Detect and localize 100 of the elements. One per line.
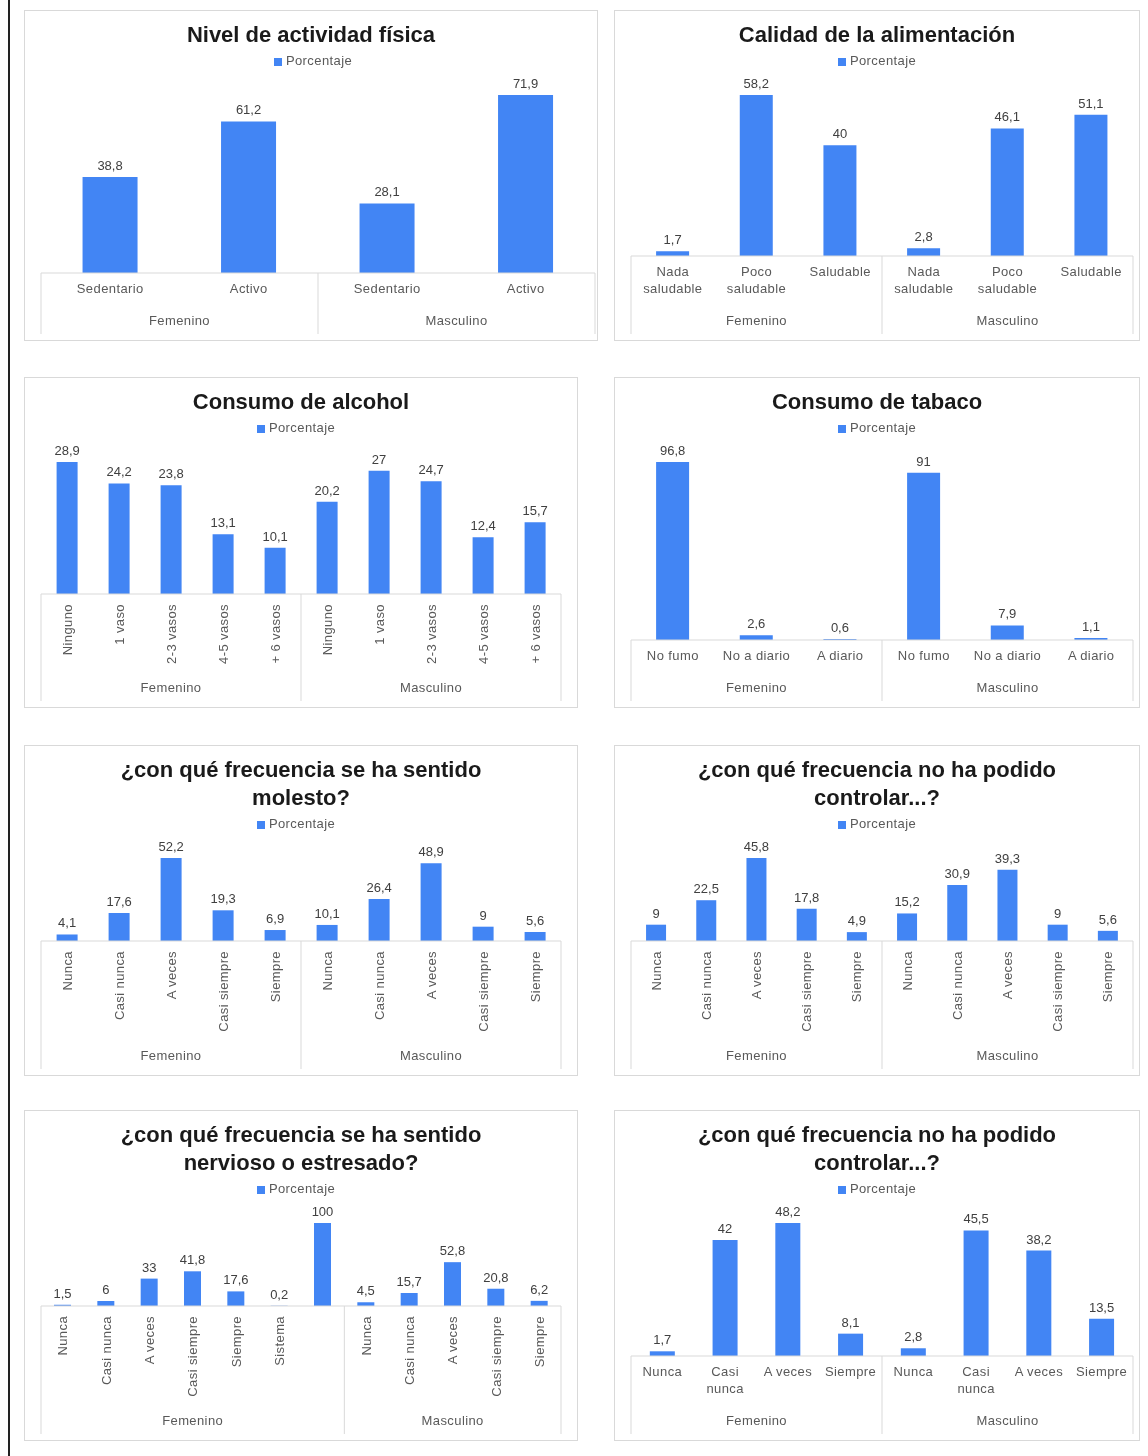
data-label: 61,2 <box>235 102 262 118</box>
data-label: 40 <box>832 126 848 142</box>
data-label: 9 <box>479 907 487 923</box>
x-tick-label: Siempre <box>267 951 283 1003</box>
data-label: 10,1 <box>262 528 288 544</box>
data-label: 45,8 <box>743 839 770 854</box>
text: Femenino <box>725 313 788 328</box>
data-label: 52,2 <box>158 839 184 854</box>
legend-label: Porcentaje <box>849 420 917 435</box>
x-tick-label: Nunca <box>319 950 335 991</box>
data-label: 13,1 <box>210 515 236 531</box>
x-tick-label: No fumo <box>897 647 950 663</box>
data-label: 2,6 <box>747 616 766 632</box>
data-label: 15,7 <box>522 503 548 519</box>
x-tick-label: Casi nunca <box>949 950 965 1021</box>
x-tick-label: Poco saludable <box>977 263 1038 296</box>
x-tick-label: Siempre <box>527 951 543 1003</box>
text: Masculino <box>399 680 463 695</box>
x-tick-label: 1 vaso <box>111 604 127 645</box>
data-label: 38,2 <box>1026 1231 1052 1247</box>
legend-label: Porcentaje <box>268 420 336 435</box>
data-label: 4,1 <box>58 915 77 931</box>
x-tick-label: No a diario <box>722 647 791 663</box>
data-label: 52,8 <box>439 1243 466 1259</box>
data-label: 1,1 <box>1081 618 1100 634</box>
data-label: 58,2 <box>743 76 769 91</box>
x-tick-label: Poco saludable <box>726 263 787 296</box>
data-label: 9 <box>652 905 660 921</box>
x-tick-label: 4-5 vasos <box>215 603 231 664</box>
text: Masculino <box>425 313 488 328</box>
x-tick-label: Casi siempre <box>185 1316 201 1397</box>
data-label: 51,1 <box>1078 95 1104 111</box>
x-tick-label: Siempre <box>825 1363 877 1379</box>
data-label: 45,5 <box>963 1211 989 1227</box>
text: Femenino <box>148 313 211 328</box>
text: Masculino <box>399 1048 463 1063</box>
x-tick-label: Nunca <box>55 1315 71 1356</box>
x-tick-label: Sedentario <box>76 280 144 296</box>
x-tick-label: Casi nunca <box>401 1315 417 1386</box>
x-tick-label: Sistema <box>271 1315 287 1366</box>
data-label: 1,7 <box>653 1332 672 1348</box>
x-tick-label: A veces <box>749 950 764 1000</box>
data-label: 6,2 <box>530 1281 549 1297</box>
x-tick-label: A veces <box>141 1315 157 1365</box>
x-tick-label: Siempre <box>849 951 865 1003</box>
chart-title: ¿con qué frecuencia se ha sentido molesto? <box>119 756 483 812</box>
x-tick-label: Nunca <box>59 950 75 991</box>
data-label: 91 <box>916 453 931 469</box>
data-label: 15,2 <box>894 894 920 910</box>
x-tick-label: Casi siempre <box>488 1316 504 1397</box>
x-tick-label: No fumo <box>646 647 699 663</box>
chart-title: ¿con qué frecuencia se ha sentido nervioso o estresado? <box>119 1121 483 1177</box>
text: Femenino <box>162 1413 224 1428</box>
x-tick-label: 1 vaso <box>371 604 387 645</box>
data-label: 48,9 <box>418 844 444 860</box>
x-tick-label: Saludable <box>809 263 871 279</box>
x-tick-label: A veces <box>763 1363 813 1379</box>
legend-label: Porcentaje <box>849 53 917 68</box>
x-tick-label: Activo <box>229 280 268 296</box>
chart-title: Consumo de alcohol <box>191 388 411 416</box>
x-tick-label: Sedentario <box>353 280 421 296</box>
x-tick-label: Ninguno <box>59 604 75 656</box>
data-label: 46,1 <box>994 109 1020 125</box>
x-tick-label: Activo <box>506 280 545 296</box>
chart-title: ¿con qué frecuencia no ha podido controlar...? <box>696 756 1058 812</box>
data-label: 9 <box>1054 905 1062 921</box>
data-label: 2,8 <box>914 229 933 245</box>
legend-label: Porcentaje <box>285 53 353 68</box>
chart-title: Nivel de actividad física <box>185 21 437 49</box>
x-tick-label: Casi siempre <box>799 951 815 1032</box>
x-tick-label: Siempre <box>1076 1363 1128 1379</box>
data-label: 8,1 <box>841 1314 860 1330</box>
text: Femenino <box>140 680 202 695</box>
data-label: 71,9 <box>512 76 539 91</box>
text: Femenino <box>140 1048 202 1063</box>
x-tick-label: Nada saludable <box>643 263 703 296</box>
data-label: 0,6 <box>830 619 849 635</box>
text: Masculino <box>976 313 1039 328</box>
x-tick-label: Casi siempre <box>215 951 231 1032</box>
x-tick-label: Nunca <box>358 1315 374 1356</box>
data-label: 24,2 <box>106 464 132 480</box>
x-tick-label: Siempre <box>228 1316 244 1368</box>
x-tick-label: Nada saludable <box>894 263 954 296</box>
data-label: 4,9 <box>847 913 866 929</box>
x-tick-label: Casi nunca <box>371 950 387 1021</box>
data-label: 42 <box>717 1221 733 1237</box>
x-tick-label: A veces <box>445 1315 461 1365</box>
data-label: 17,6 <box>106 894 132 910</box>
legend-label: Porcentaje <box>268 1181 336 1196</box>
data-label: 30,9 <box>944 866 970 881</box>
x-tick-label: A veces <box>1000 950 1015 1000</box>
text: Masculino <box>976 1048 1039 1063</box>
text: Femenino <box>725 1413 788 1428</box>
data-label: 6 <box>102 1282 110 1298</box>
data-label: 28,1 <box>374 184 400 200</box>
data-label: 22,5 <box>693 881 719 897</box>
data-label: 28,9 <box>54 443 80 458</box>
x-tick-label: Casi siempre <box>1050 951 1066 1032</box>
text: Masculino <box>421 1413 484 1428</box>
legend-label: Porcentaje <box>849 816 917 831</box>
